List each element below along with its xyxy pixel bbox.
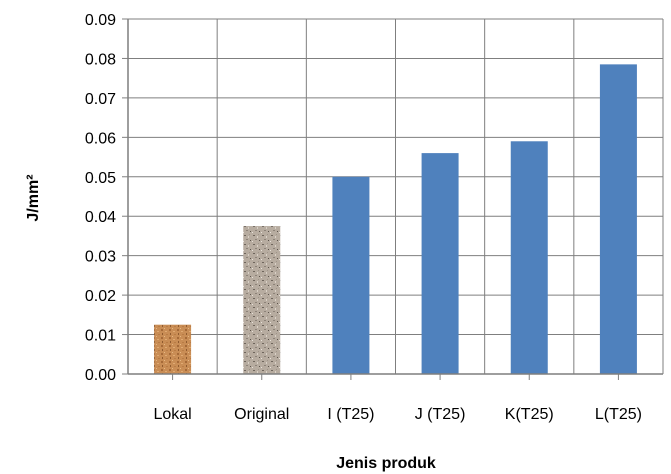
bar xyxy=(332,177,369,374)
bar xyxy=(243,226,280,374)
y-tick-label: 0.02 xyxy=(85,288,116,305)
y-tick-label: 0.08 xyxy=(85,51,116,68)
y-tick-label: 0.06 xyxy=(85,130,116,147)
gridlines xyxy=(128,19,663,374)
x-tick-label: I (T25) xyxy=(327,406,374,423)
bar xyxy=(422,153,459,374)
y-tick-label: 0.05 xyxy=(85,170,116,187)
x-tick-label: L(T25) xyxy=(595,406,642,423)
bar xyxy=(154,325,191,374)
x-tick-label: Original xyxy=(234,406,289,423)
x-tick-label: Lokal xyxy=(153,406,191,423)
x-tick-label: J (T25) xyxy=(415,406,466,423)
y-tick-label: 0.01 xyxy=(85,328,116,345)
y-tick-label: 0.00 xyxy=(85,367,116,384)
y-tick-label: 0.04 xyxy=(85,209,116,226)
y-tick-label: 0.07 xyxy=(85,91,116,108)
x-axis-title: Jenis produk xyxy=(336,455,436,472)
axes xyxy=(122,19,663,380)
x-tick-label: K(T25) xyxy=(505,406,554,423)
y-tick-label: 0.03 xyxy=(85,249,116,266)
bar xyxy=(600,64,637,374)
y-tick-label: 0.09 xyxy=(85,12,116,29)
bar xyxy=(511,141,548,374)
y-axis-title: J/mm² xyxy=(25,174,42,221)
